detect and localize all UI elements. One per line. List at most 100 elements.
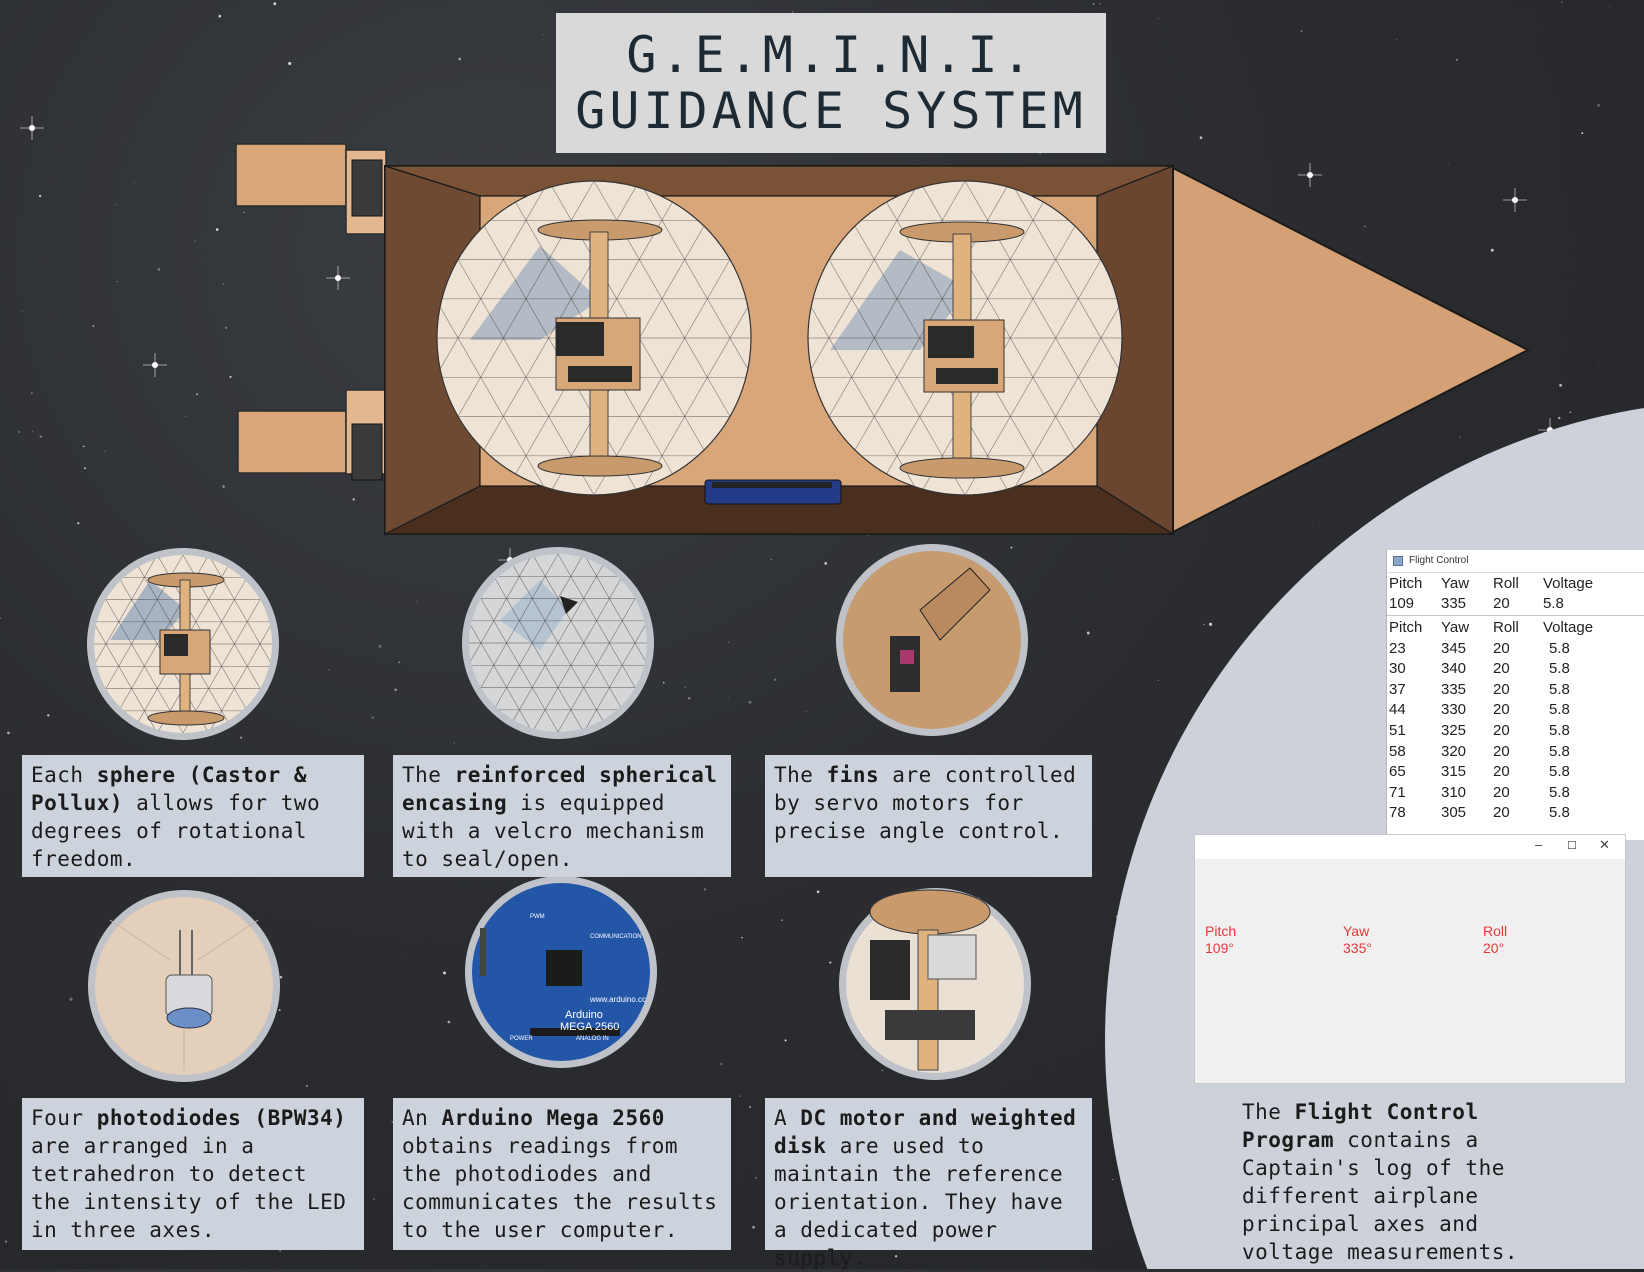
star — [278, 1009, 281, 1012]
star — [816, 890, 820, 894]
star — [773, 678, 777, 681]
pitch-value: 109° — [1205, 940, 1234, 956]
log-row[interactable]: 65 315 20 5.8 — [1387, 761, 1629, 782]
star — [1455, 58, 1459, 61]
star — [881, 1069, 883, 1072]
log-roll: 20 — [1493, 701, 1510, 719]
log-yaw: 315 — [1441, 763, 1467, 781]
caption-photodiodes-pre: Four — [31, 1106, 97, 1130]
caption-fins: The fins are controlled by servo motors … — [765, 755, 1092, 877]
log-yaw: 330 — [1441, 701, 1467, 719]
nose-cone — [1172, 166, 1531, 534]
star — [1010, 546, 1013, 549]
log-pitch: 58 — [1389, 742, 1406, 760]
star — [805, 711, 807, 713]
caption-arduino-post: obtains readings from the photodiodes an… — [402, 1134, 718, 1242]
log-voltage: 5.8 — [1549, 721, 1570, 739]
caption-arduino: An Arduino Mega 2560 obtains readings fr… — [393, 1098, 731, 1250]
log-pitch: 30 — [1389, 660, 1406, 678]
arduino-board-power: POWER — [510, 1036, 533, 1042]
star — [1157, 18, 1159, 19]
star — [1075, 9, 1077, 11]
gauge-window: – ☐ ✕ Pitch 109° Yaw 335° Roll 20° — [1194, 834, 1626, 1084]
star — [749, 1105, 752, 1109]
star — [663, 681, 665, 684]
bright-star — [326, 266, 350, 290]
arduino-board-comm: COMMUNICATION — [590, 934, 642, 940]
star — [222, 283, 225, 285]
star — [1364, 225, 1366, 228]
star — [443, 971, 446, 975]
star — [447, 1020, 451, 1024]
star — [240, 736, 243, 739]
log-row[interactable]: 44 330 20 5.8 — [1387, 700, 1629, 721]
close-icon[interactable]: ✕ — [1599, 837, 1610, 852]
current-readings-table: Pitch Yaw Roll Voltage 109 335 20 5.8 — [1387, 573, 1623, 614]
log-row[interactable]: 23 345 20 5.8 — [1387, 638, 1629, 659]
caption-motor: A DC motor and weighted disk are used to… — [765, 1098, 1092, 1270]
star — [124, 138, 126, 140]
caption-program: The Flight Control Program contains a Ca… — [1242, 1098, 1582, 1266]
bright-star — [20, 116, 44, 140]
star — [39, 435, 42, 438]
star — [824, 561, 828, 565]
star — [1299, 172, 1301, 174]
star — [1199, 136, 1203, 140]
sphere-castor — [436, 180, 752, 496]
caption-program-bold: Flight Control Program — [1242, 1100, 1479, 1152]
star — [1157, 679, 1159, 681]
log-roll: 20 — [1493, 721, 1510, 739]
caption-fins-post: are controlled by servo motors for preci… — [774, 763, 1077, 843]
star — [276, 47, 278, 48]
pitch-label: Pitch — [1205, 923, 1237, 939]
caption-motor-post: are used to maintain the reference orien… — [774, 1134, 1064, 1270]
star — [1601, 225, 1603, 226]
star — [288, 61, 292, 66]
star — [133, 182, 135, 183]
current-header-row: Pitch Yaw Roll Voltage — [1387, 573, 1623, 594]
star — [1092, 2, 1095, 5]
log-pitch: 23 — [1389, 639, 1406, 657]
star — [1099, 3, 1101, 5]
current-values-row: 109 335 20 5.8 — [1387, 594, 1623, 615]
header-roll: Roll — [1493, 574, 1519, 592]
log-pitch: 51 — [1389, 721, 1406, 739]
maximize-icon[interactable]: ☐ — [1567, 840, 1577, 852]
sphere-detail-circle — [87, 548, 279, 740]
title-line-1: G.E.M.I.N.I. — [626, 26, 1036, 84]
caption-photodiodes-post: are arranged in a tetrahedron to detect … — [31, 1134, 347, 1242]
star — [684, 686, 686, 689]
caption-fins-bold: fins — [826, 763, 880, 787]
current-roll: 20 — [1493, 595, 1510, 613]
title-line-2: GUIDANCE SYSTEM — [575, 82, 1087, 140]
minimize-icon[interactable]: – — [1535, 837, 1543, 852]
caption-motor-pre: A — [774, 1106, 801, 1130]
log-row[interactable]: 58 320 20 5.8 — [1387, 741, 1629, 762]
log-row[interactable]: 78 305 20 5.8 — [1387, 803, 1629, 824]
star — [391, 1121, 394, 1123]
star — [894, 1255, 898, 1258]
star — [7, 731, 10, 735]
log-roll: 20 — [1493, 763, 1510, 781]
log-row[interactable]: 37 335 20 5.8 — [1387, 679, 1629, 700]
log-table[interactable]: Pitch Yaw Roll Voltage 23 345 20 5.8 30 340 20… — [1387, 617, 1629, 823]
fin-bottom — [237, 410, 347, 474]
star — [781, 919, 783, 921]
caption-encasing-pre: The — [402, 763, 455, 787]
star — [38, 194, 42, 198]
log-row[interactable]: 51 325 20 5.8 — [1387, 720, 1629, 741]
caption-fins-pre: The — [774, 763, 827, 787]
star — [69, 997, 73, 1001]
star — [720, 1063, 723, 1065]
log-yaw: 310 — [1441, 783, 1467, 801]
star — [483, 1266, 485, 1268]
log-yaw: 335 — [1441, 680, 1467, 698]
log-header-pitch: Pitch — [1389, 618, 1423, 636]
caption-sphere-bold: sphere (Castor & Pollux) — [31, 763, 308, 815]
yaw-value: 335° — [1343, 940, 1372, 956]
star — [1209, 622, 1213, 626]
log-row[interactable]: 30 340 20 5.8 — [1387, 658, 1629, 679]
star — [194, 240, 196, 242]
log-row[interactable]: 71 310 20 5.8 — [1387, 782, 1629, 803]
star — [453, 742, 455, 744]
